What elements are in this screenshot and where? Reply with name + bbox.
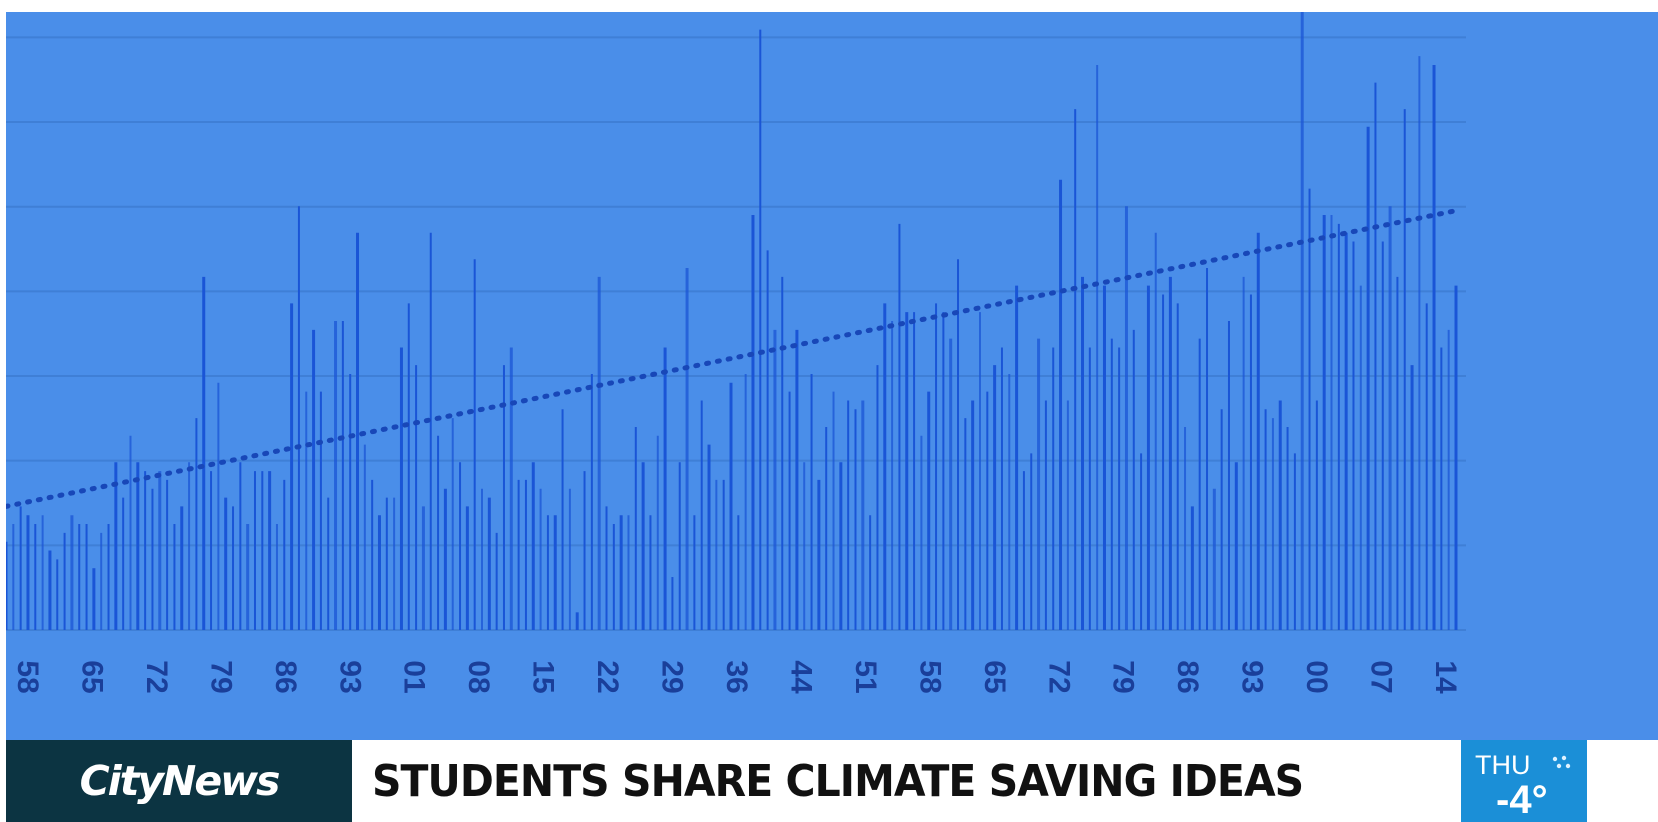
x-tick-label: 65 [978,660,1011,693]
temperature-bar-chart: 58 65 72 79 86 93 01 08 15 22 29 36 44 51 58 65 72 79 86 93… [6,12,1466,694]
weather-day: THU [1475,750,1531,780]
logo-text: CityNews [79,757,281,805]
x-tick-label: 79 [204,660,237,693]
trendline-dotted [6,208,1459,509]
x-tick-label: 79 [1107,660,1140,693]
x-tick-label: 58 [913,660,946,693]
x-tick-label: 01 [398,660,431,693]
snow-icon [1552,755,1571,769]
x-tick-label: 15 [527,660,560,693]
bar-series [6,12,1458,630]
x-tick-label: 08 [462,660,495,693]
x-tick-label: 00 [1300,660,1333,693]
x-tick-label: 14 [1429,660,1462,694]
weather-widget: THU -4° [1461,740,1587,822]
x-tick-label: 93 [333,660,366,693]
x-tick-label: 72 [140,660,173,693]
x-tick-label: 86 [1171,660,1204,693]
weather-temperature: -4° [1496,778,1548,822]
headline-text: STUDENTS SHARE CLIMATE SAVING IDEAS [372,755,1304,807]
x-tick-label: 51 [849,660,882,693]
x-tick-label: 65 [75,660,108,693]
channel-logo: CityNews [6,740,352,822]
lower-third-banner: CityNews STUDENTS SHARE CLIMATE SAVING I… [6,740,1658,822]
x-tick-label: 86 [269,660,302,693]
broadcast-frame: 58 65 72 79 86 93 01 08 15 22 29 36 44 51 58 65 72 79 86 93… [6,12,1658,822]
grid-lines [6,36,1466,631]
x-tick-label: 93 [1236,660,1269,693]
x-tick-label: 72 [1042,660,1075,693]
x-tick-label: 58 [11,660,44,693]
x-tick-label: 07 [1365,660,1398,693]
headline-bar: STUDENTS SHARE CLIMATE SAVING IDEAS [352,740,1658,822]
x-axis-ticks: 58 65 72 79 86 93 01 08 15 22 29 36 44 51 58 65 72 79 86 93… [11,660,1462,694]
x-tick-label: 44 [784,660,817,694]
trendline [6,208,1459,509]
x-tick-label: 22 [591,660,624,693]
x-tick-label: 29 [656,660,689,693]
x-tick-label: 36 [720,660,753,693]
